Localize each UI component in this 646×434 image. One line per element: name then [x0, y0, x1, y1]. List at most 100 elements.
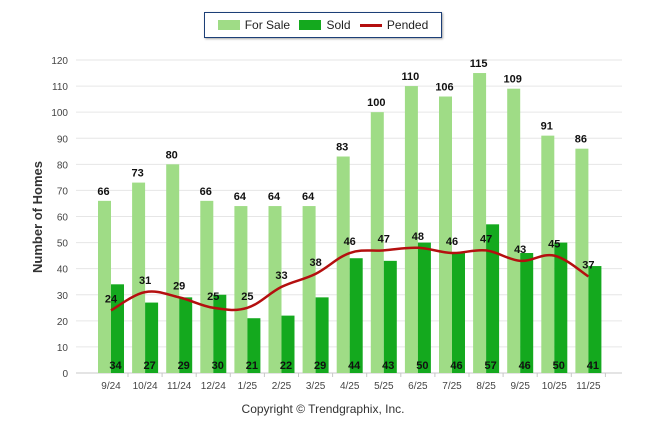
x-tick-label: 9/24	[101, 381, 121, 392]
bar-for-sale	[302, 206, 316, 373]
label-for-sale: 73	[131, 168, 143, 180]
label-for-sale: 64	[268, 191, 281, 203]
bar-for-sale	[507, 88, 521, 374]
sold-swatch	[299, 20, 322, 30]
bar-sold	[486, 224, 500, 373]
y-tick-label: 10	[57, 343, 69, 354]
bar-sold	[452, 253, 465, 373]
bar-sold	[247, 318, 261, 373]
y-tick-label: 80	[57, 160, 69, 171]
y-tick-label: 70	[57, 186, 69, 197]
bar-sold	[520, 253, 534, 373]
x-tick-label: 1/25	[238, 381, 258, 392]
bar-for-sale	[370, 112, 384, 374]
label-for-sale: 110	[402, 71, 420, 83]
bar-for-sale	[234, 206, 248, 373]
label-for-sale: 115	[470, 58, 488, 70]
bar-sold	[349, 258, 363, 373]
label-for-sale: 83	[336, 142, 348, 154]
bar-for-sale	[439, 96, 452, 374]
bars	[98, 73, 602, 374]
bar-for-sale	[404, 86, 418, 373]
label-for-sale: 66	[97, 186, 109, 198]
x-tick-label: 5/25	[374, 381, 394, 392]
label-pended: 25	[207, 291, 219, 303]
bar-for-sale	[473, 73, 487, 374]
label-for-sale: 80	[166, 149, 178, 161]
y-tick-label: 90	[57, 134, 69, 145]
x-tick-label: 4/25	[340, 381, 360, 392]
label-for-sale: 64	[302, 191, 315, 203]
y-tick-label: 30	[57, 291, 69, 302]
x-tick-label: 6/25	[408, 381, 428, 392]
label-sold: 21	[246, 360, 258, 372]
bar-sold	[315, 297, 329, 373]
x-tick-label: 10/25	[542, 381, 567, 392]
label-sold: 44	[348, 360, 361, 372]
legend-item-pended[interactable]: Pended	[359, 18, 429, 32]
y-tick-label: 120	[51, 56, 68, 67]
bar-for-sale	[200, 200, 214, 373]
label-sold: 27	[143, 360, 155, 372]
x-tick-label: 3/25	[306, 381, 326, 392]
y-tick-label: 0	[62, 369, 68, 380]
label-pended: 47	[378, 233, 390, 245]
label-pended: 25	[241, 291, 253, 303]
label-for-sale: 100	[367, 97, 385, 109]
bar-for-sale	[98, 200, 111, 373]
label-sold: 30	[212, 360, 224, 372]
y-tick-label: 40	[57, 265, 69, 276]
label-for-sale: 86	[575, 134, 587, 146]
label-sold: 41	[587, 360, 599, 372]
label-sold: 50	[416, 360, 428, 372]
label-pended: 47	[480, 233, 492, 245]
y-tick-label: 20	[57, 317, 69, 328]
label-sold: 29	[178, 360, 190, 372]
y-tick-label: 100	[51, 108, 68, 119]
y-axis: 0 10 20 30 40 50 60 70 80 90 100 110 120	[51, 56, 68, 380]
label-for-sale: 66	[200, 186, 212, 198]
bar-sold	[179, 297, 193, 373]
label-pended: 45	[548, 239, 560, 251]
bar-sold	[588, 266, 602, 373]
x-tick-label: 10/24	[133, 381, 158, 392]
label-pended: 33	[275, 270, 287, 282]
bar-for-sale	[132, 182, 146, 373]
label-sold: 57	[484, 360, 496, 372]
bar-sold	[145, 302, 159, 373]
label-sold: 46	[450, 360, 462, 372]
legend-item-sold[interactable]: Sold	[299, 18, 351, 32]
label-pended: 46	[344, 236, 356, 248]
label-pended: 24	[105, 293, 118, 305]
label-sold: 29	[314, 360, 326, 372]
label-pended: 43	[514, 244, 526, 256]
legend-item-for-sale[interactable]: For Sale	[217, 18, 291, 32]
label-for-sale: 109	[504, 74, 522, 86]
x-tick-label: 2/25	[272, 381, 292, 392]
legend-label-pended: Pended	[386, 18, 429, 32]
label-pended: 48	[412, 231, 424, 243]
copyright-text: Copyright © Trendgraphix, Inc.	[241, 402, 405, 416]
pended-line	[110, 246, 590, 312]
label-pended: 29	[173, 280, 185, 292]
label-for-sale: 91	[541, 121, 553, 133]
label-sold: 22	[280, 360, 292, 372]
bar-for-sale	[166, 164, 180, 373]
label-pended: 38	[309, 257, 321, 269]
x-tick-label: 8/25	[476, 381, 496, 392]
data-labels: 66 34 73 27 80 29 66 30 64 21 64 22 64 29 83 44 100 43 110…	[97, 58, 599, 372]
y-tick-label: 60	[57, 213, 69, 224]
x-tick-label: 11/25	[576, 381, 601, 392]
x-tick-label: 12/24	[201, 381, 226, 392]
legend-label-for-sale: For Sale	[244, 18, 291, 32]
bar-sold	[281, 315, 295, 373]
bar-sold	[417, 242, 431, 373]
y-axis-label: Number of Homes	[30, 161, 45, 273]
bar-sold	[111, 284, 124, 373]
y-tick-label: 50	[57, 239, 69, 250]
x-axis: 9/24 10/24 11/24 12/24 1/25 2/25 3/25 4/25 5/25 6…	[101, 373, 606, 392]
label-sold: 43	[382, 360, 394, 372]
x-tick-label: 7/25	[442, 381, 462, 392]
for-sale-swatch	[217, 20, 240, 30]
